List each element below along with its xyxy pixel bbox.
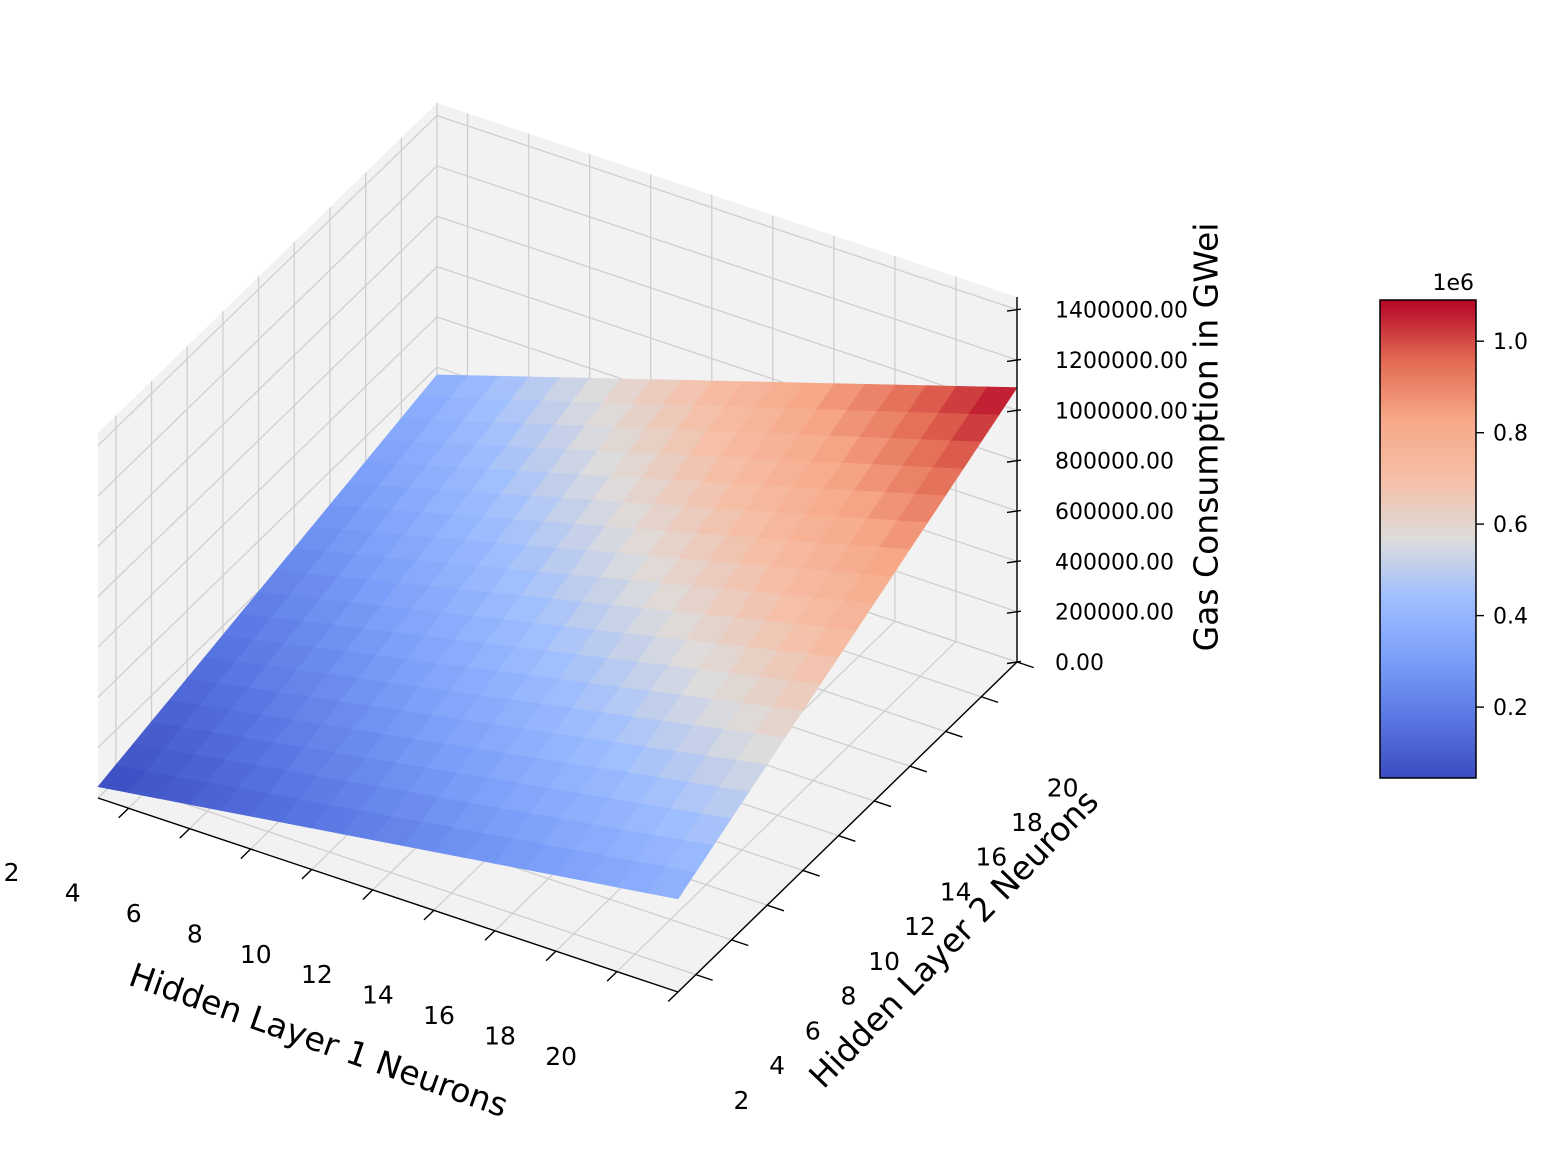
grid-line — [97, 266, 438, 598]
y-tick — [981, 696, 999, 704]
colorbar-tick-label: 0.8 — [1493, 422, 1528, 447]
x-tick-label: 8 — [187, 919, 203, 948]
colorbar-offset-label: 1e6 — [1432, 271, 1474, 296]
colorbar-tick-label: 1.0 — [1493, 330, 1528, 355]
y-tick-label: 16 — [975, 843, 1007, 872]
y-tick — [874, 800, 892, 808]
surface-plot — [97, 374, 1018, 900]
grid-line — [616, 641, 957, 973]
z-axis-ticks: 0.00 200000.00 400000.00 600000.00 800000.00… — [1006, 299, 1188, 676]
y-axis-line — [677, 661, 1018, 993]
y-tick-label: 12 — [904, 912, 936, 941]
z-tick-label: 1400000.00 — [1055, 299, 1188, 324]
colorbar-gradient — [1379, 299, 1477, 779]
surface-facet — [418, 374, 469, 398]
grid-line — [115, 780, 697, 976]
grid-line — [97, 115, 438, 447]
colorbar-tick-label: 0.4 — [1493, 605, 1528, 630]
left-wall-pane — [98, 103, 437, 798]
z-axis-label: Gas Consumption in GWei — [1187, 223, 1226, 652]
y-tick — [1016, 661, 1035, 669]
colorbar-ticks: 0.2 0.4 0.6 0.8 1.0 — [1476, 330, 1528, 721]
grid-line — [436, 114, 1018, 311]
z-tick-label: 1200000.00 — [1055, 349, 1188, 374]
x-tick-label: 4 — [65, 879, 81, 908]
y-tick-label: 8 — [841, 982, 857, 1011]
y-tick — [766, 904, 785, 912]
y-tick — [909, 765, 927, 773]
y-axis-label: Hidden Layer 2 Neurons — [801, 782, 1106, 1096]
y-tick-label: 20 — [1047, 773, 1079, 802]
x-tick-label: 2 — [4, 858, 20, 887]
z-tick-label: 600000.00 — [1055, 500, 1174, 525]
z-tick — [1006, 509, 1022, 514]
grid-line — [436, 215, 1018, 411]
x-tick — [240, 848, 252, 860]
z-tick-label: 200000.00 — [1055, 601, 1174, 626]
colorbar: 0.2 0.4 0.6 0.8 1.0 1e6 — [1379, 271, 1528, 779]
x-tick-label: 18 — [484, 1022, 516, 1051]
z-tick-label: 1000000.00 — [1055, 399, 1188, 424]
grid-line — [97, 316, 438, 648]
x-tick — [118, 807, 130, 819]
y-tick-label: 14 — [940, 878, 972, 907]
z-tick-label: 0.00 — [1055, 651, 1104, 676]
x-tick — [545, 950, 557, 962]
axis-lines — [97, 297, 1018, 993]
z-tick — [1006, 409, 1022, 413]
grid-line — [436, 165, 1018, 361]
y-tick — [731, 939, 749, 947]
x-tick-label: 20 — [545, 1042, 577, 1071]
x-tick — [606, 971, 618, 982]
x-axis-line — [97, 797, 679, 993]
y-tick — [945, 730, 963, 738]
x-tick — [362, 889, 374, 900]
x-tick-label: 6 — [126, 899, 142, 928]
z-tick — [1006, 459, 1022, 463]
z-tick — [1006, 560, 1022, 564]
y-tick — [838, 835, 856, 842]
x-tick-label: 16 — [423, 1001, 455, 1030]
x-tick — [179, 828, 191, 839]
y-tick — [695, 973, 713, 981]
z-tick — [1006, 358, 1022, 363]
y-tick-label: 18 — [1011, 808, 1043, 837]
x-tick — [423, 909, 435, 921]
grid-line — [97, 366, 438, 698]
y-tick-label: 4 — [769, 1051, 785, 1080]
colorbar-tick-label: 0.6 — [1493, 513, 1528, 538]
z-tick — [1006, 610, 1022, 614]
x-tick — [667, 991, 679, 1003]
y-tick-label: 10 — [868, 947, 900, 976]
y-tick-label: 6 — [805, 1016, 821, 1045]
z-tick — [1006, 660, 1022, 665]
x-tick-label: 12 — [301, 960, 333, 989]
y-tick — [802, 869, 820, 877]
z-tick — [1006, 308, 1022, 312]
colorbar-tick-label: 0.2 — [1493, 696, 1528, 721]
x-tick-label: 10 — [240, 940, 272, 969]
y-tick-label: 2 — [734, 1086, 750, 1115]
z-tick-label: 800000.00 — [1055, 450, 1174, 475]
x-tick — [301, 868, 313, 880]
grid-line — [97, 215, 438, 547]
z-tick-label: 400000.00 — [1055, 550, 1174, 575]
x-axis-ticks: 2 4 6 8 10 12 14 16 18 20 — [4, 807, 679, 1071]
grid-line — [97, 165, 438, 497]
x-tick-label: 14 — [362, 981, 394, 1010]
x-tick — [484, 930, 496, 941]
